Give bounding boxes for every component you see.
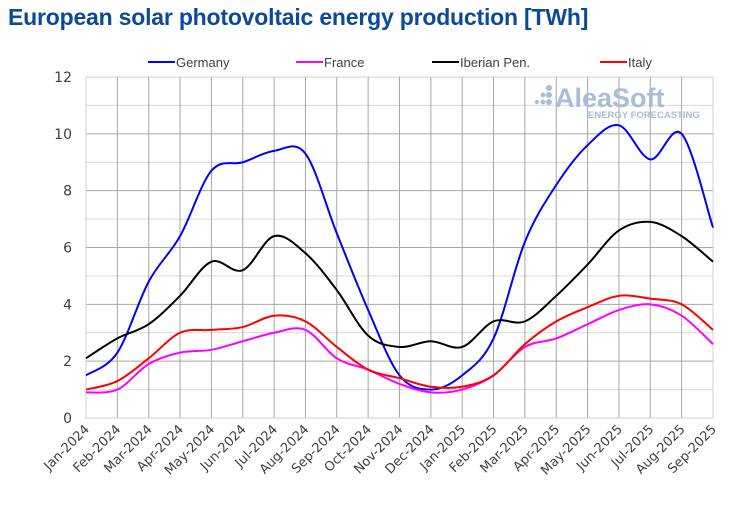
legend-item: France [296, 55, 364, 70]
series-line-germany [85, 124, 714, 391]
legend-label: Italy [628, 55, 652, 70]
watermark-brand: AleaSoft [555, 83, 665, 113]
grid [85, 76, 714, 419]
watermark-logo: AleaSoft ENERGY FORECASTING [535, 83, 700, 121]
y-tick-label: 10 [54, 127, 72, 143]
y-tick-label: 4 [63, 297, 72, 313]
legend-label: Germany [176, 55, 230, 70]
x-axis: Jan-2024Feb-2024Mar-2024Apr-2024May-2024… [41, 422, 720, 478]
chart-title: European solar photovoltaic energy produ… [8, 4, 589, 30]
y-tick-label: 0 [63, 411, 72, 427]
y-tick-label: 6 [63, 241, 72, 257]
series-lines [85, 124, 714, 394]
y-tick-label: 2 [63, 354, 72, 370]
aleasoft-dots-icon [535, 85, 552, 105]
legend-label: Iberian Pen. [460, 55, 530, 70]
legend-item: Iberian Pen. [432, 55, 530, 70]
legend-label: France [324, 55, 364, 70]
legend-item: Germany [148, 55, 230, 70]
legend: Germany France Iberian Pen. Italy [148, 55, 652, 70]
plot-border [85, 76, 714, 419]
legend-item: Italy [600, 55, 652, 70]
y-tick-label: 12 [54, 70, 72, 86]
y-tick-label: 8 [63, 184, 72, 200]
watermark-tagline: ENERGY FORECASTING [588, 110, 700, 121]
y-axis: 0 2 4 6 8 10 12 [54, 70, 72, 427]
